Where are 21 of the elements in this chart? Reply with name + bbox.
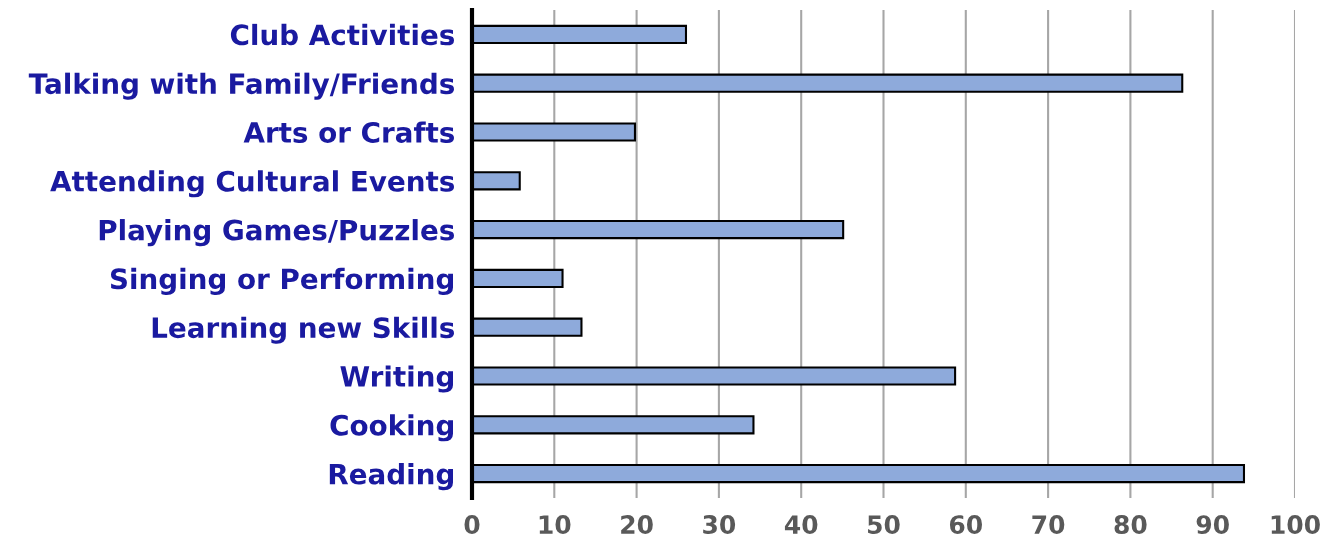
x-tick-label: 20 xyxy=(621,515,653,535)
x-tick-label: 10 xyxy=(539,515,571,535)
x-tick-label: 40 xyxy=(784,515,818,535)
y-tick-label: Talking with Family/Friends xyxy=(28,72,455,100)
x-tick-label: 90 xyxy=(1196,515,1229,535)
x-tick-label: 30 xyxy=(703,515,736,535)
x-tick-label: 0 xyxy=(464,515,480,535)
y-tick-label: Attending Cultural Events xyxy=(50,170,455,198)
x-tick-label: 100 xyxy=(1271,515,1320,535)
y-tick-label: Cooking xyxy=(330,414,453,442)
y-tick-label: Reading xyxy=(329,463,453,491)
y-tick-label: Learning new Skills xyxy=(152,316,455,344)
x-tick-label: 80 xyxy=(1114,515,1147,535)
y-tick-label: Club Activities xyxy=(230,23,455,46)
x-tick-label: 70 xyxy=(1032,515,1065,535)
x-tick-label: 60 xyxy=(949,515,982,535)
y-tick-label: Arts or Crafts xyxy=(243,121,455,143)
y-tick-label: Writing xyxy=(340,365,454,393)
y-tick-label: Singing or Performing xyxy=(110,267,454,295)
y-tick-label: Playing Games/Puzzles xyxy=(99,219,455,247)
x-tick-label: 50 xyxy=(868,515,900,535)
